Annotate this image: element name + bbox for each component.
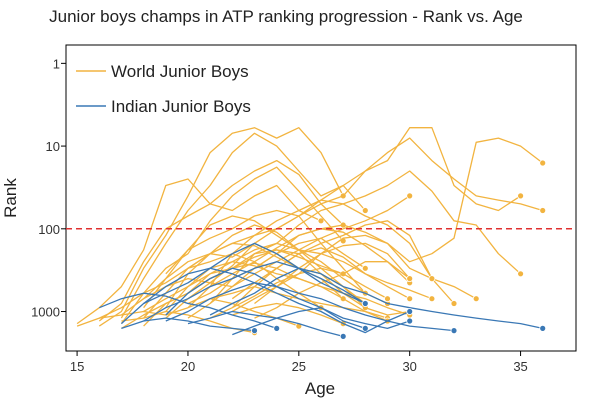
series-endpoint-world-2 <box>361 207 369 214</box>
series-line-world-30 <box>121 249 410 329</box>
chart-title: Junior boys champs in ATP ranking progre… <box>49 7 523 26</box>
series-line-world-2 <box>120 132 366 319</box>
series-endpoint-world-25 <box>428 275 436 283</box>
series-line-indian-43 <box>165 267 410 330</box>
series-line-world-25 <box>187 199 433 279</box>
series-endpoint-world-10 <box>517 192 524 200</box>
y-tick-label-1000: 1000 <box>31 305 60 320</box>
series-line-indian-42 <box>143 267 410 334</box>
x-axis-title: Age <box>305 379 335 398</box>
series-endpoint-indian-37 <box>450 327 458 335</box>
series-line-world-14 <box>231 220 455 309</box>
series-line-indian-39 <box>232 307 366 336</box>
series-line-indian-34 <box>120 242 366 325</box>
series-line-world-24 <box>165 215 433 300</box>
series-endpoint-world-33 <box>384 295 391 303</box>
series-endpoint-world-14 <box>450 300 458 307</box>
y-axis-title: Rank <box>1 178 20 218</box>
series-line-indian-38 <box>209 267 543 330</box>
series-endpoint-indian-43 <box>406 317 414 325</box>
series-line-world-15 <box>231 137 544 313</box>
y-tick-label-1: 1 <box>53 56 60 71</box>
legend: World Junior Boys Indian Junior Boys <box>76 62 251 116</box>
series-line-indian-36 <box>121 317 255 332</box>
series-endpoint-indian-36 <box>251 327 258 335</box>
series-endpoint-world-11 <box>539 207 547 214</box>
series-line-world-13 <box>187 224 477 319</box>
legend-label-indian: Indian Junior Boys <box>111 97 251 116</box>
series-line-indian-41 <box>187 310 344 338</box>
series-line-indian-40 <box>99 292 277 330</box>
series-line-world-0 <box>76 178 322 325</box>
series-line-world-33 <box>209 267 388 319</box>
series-endpoint-world-31 <box>406 295 414 303</box>
series-endpoint-world-15 <box>539 159 547 167</box>
x-tick-label-20: 20 <box>181 359 195 374</box>
series-line-world-32 <box>254 242 411 305</box>
series-line-world-4 <box>120 166 344 324</box>
series-endpoint-indian-42 <box>406 308 414 315</box>
series-endpoint-indian-39 <box>361 324 369 332</box>
series-endpoint-world-29 <box>361 264 369 272</box>
plot-frame <box>65 44 577 352</box>
legend-label-world: World Junior Boys <box>111 62 249 81</box>
series-endpoint-indian-35 <box>361 300 369 307</box>
series-line-world-26 <box>209 228 411 288</box>
series-line-world-12 <box>209 170 522 304</box>
series-endpoint-world-12 <box>517 270 524 278</box>
series-endpoint-indian-40 <box>273 324 281 332</box>
series-endpoint-world-23 <box>406 192 414 200</box>
y-tick-label-100: 100 <box>38 222 60 237</box>
series-endpoint-world-32 <box>406 275 414 283</box>
series-line-world-6 <box>143 224 366 319</box>
series-line-world-11 <box>187 137 543 309</box>
series-endpoint-world-0 <box>317 217 325 225</box>
series-endpoint-world-24 <box>428 295 436 303</box>
series-endpoint-world-13 <box>472 295 480 303</box>
series-endpoint-indian-41 <box>339 332 347 340</box>
series-line-world-20 <box>232 302 344 325</box>
series-line-indian-37 <box>165 282 455 332</box>
series-line-world-3 <box>98 159 344 322</box>
x-tick-label-30: 30 <box>402 359 416 374</box>
y-tick-label-10: 10 <box>46 139 60 154</box>
x-tick-label-15: 15 <box>70 359 84 374</box>
series-layer <box>76 127 547 340</box>
ticks-layer: 15 20 25 30 35 1 10 100 1000 <box>31 56 528 374</box>
series-line-world-1 <box>98 127 344 327</box>
series-line-world-5 <box>121 209 366 316</box>
series-line-world-28 <box>143 262 388 322</box>
x-tick-label-25: 25 <box>292 359 306 374</box>
series-line-world-16 <box>254 261 411 319</box>
x-tick-label-35: 35 <box>513 359 527 374</box>
series-endpoint-indian-38 <box>539 324 547 332</box>
